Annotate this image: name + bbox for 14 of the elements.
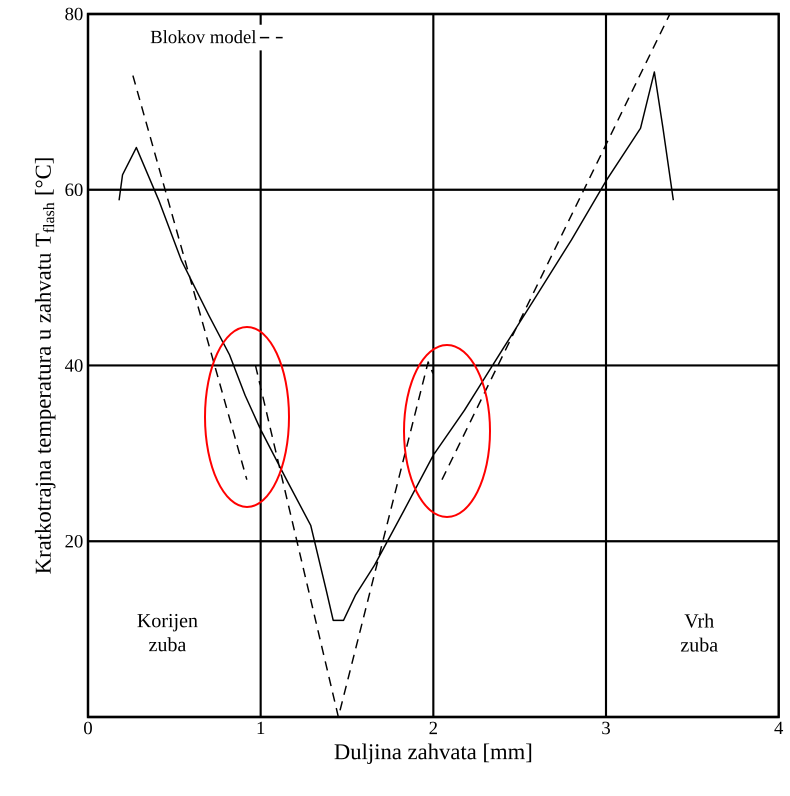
annotation: Vrh zuba (680, 614, 718, 652)
x-tick-label: 2 (429, 722, 437, 734)
y-tick-label: 40 (64, 359, 83, 372)
annotation: Korijen zuba (137, 614, 198, 652)
y-tick-label: 80 (65, 8, 83, 20)
x-axis-title: Duljina zahvata [mm] (334, 743, 532, 764)
y-tick-label: 20 (65, 534, 83, 548)
y-tick-label: 60 (65, 183, 83, 196)
x-tick-label: 0 (84, 722, 92, 734)
x-tick-label: 1 (258, 722, 264, 734)
x-tick-label: 3 (602, 722, 610, 734)
x-tick-label: 4 (774, 722, 784, 734)
y-axis-title: Kratkotrajna temperatura u zahvatu T$_{flash}$ [°C] (34, 158, 56, 574)
legend-label: Blokov model (150, 30, 256, 44)
